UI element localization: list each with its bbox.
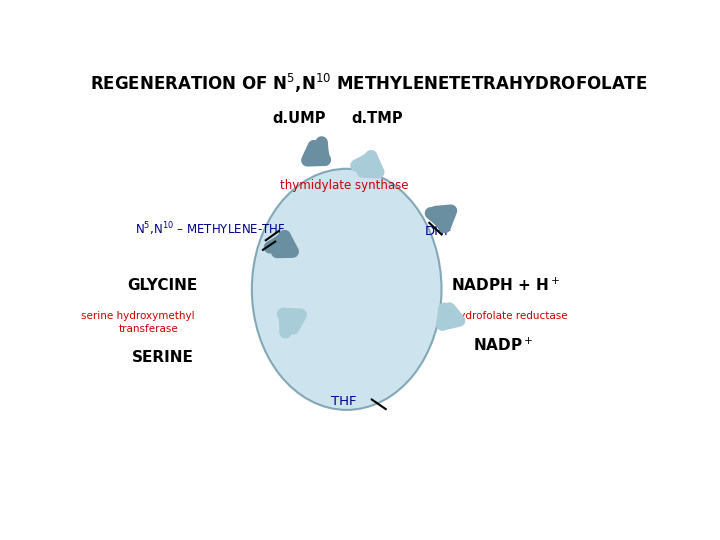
Ellipse shape <box>252 168 441 410</box>
Text: d.TMP: d.TMP <box>351 111 403 126</box>
Text: GLYCINE: GLYCINE <box>127 278 198 293</box>
Text: N$^5$,N$^{10}$ – METHYLENE-THF: N$^5$,N$^{10}$ – METHYLENE-THF <box>135 220 285 238</box>
Text: NADP$^+$: NADP$^+$ <box>473 337 533 354</box>
Text: SERINE: SERINE <box>132 350 194 366</box>
Text: transferase: transferase <box>119 324 179 334</box>
Text: REGENERATION OF N$^5$,N$^{10}$ METHYLENETETRAHYDROFOLATE: REGENERATION OF N$^5$,N$^{10}$ METHYLENE… <box>90 72 648 95</box>
Text: NADPH + H$^+$: NADPH + H$^+$ <box>451 276 560 294</box>
Text: dihydrofolate reductase: dihydrofolate reductase <box>444 312 568 321</box>
Text: DHF: DHF <box>425 225 452 238</box>
Text: thymidylate synthase: thymidylate synthase <box>279 179 408 192</box>
Text: serine hydroxymethyl: serine hydroxymethyl <box>81 312 194 321</box>
Text: THF: THF <box>331 395 356 408</box>
Text: d.UMP: d.UMP <box>272 111 326 126</box>
